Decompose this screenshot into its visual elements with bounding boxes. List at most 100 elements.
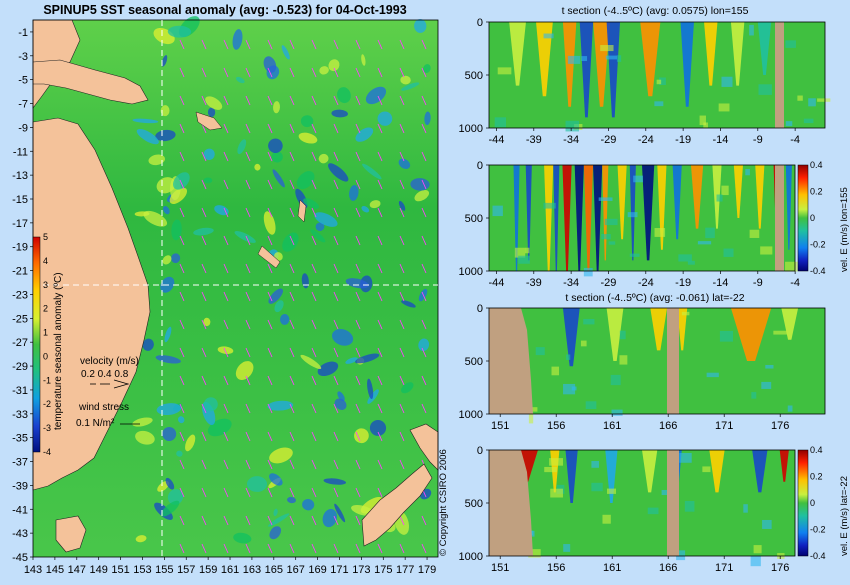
wind-arrow: [311, 375, 317, 386]
anomaly-patch: [246, 476, 268, 492]
wind-arrow: [201, 67, 207, 78]
anomaly-patch: [401, 300, 416, 308]
wind-arrow: [333, 67, 339, 78]
section-patch: [817, 98, 831, 102]
anomaly-patch: [414, 189, 430, 202]
wind-arrow: [333, 375, 339, 386]
wind-arrow: [399, 319, 405, 330]
section-patch: [758, 84, 772, 95]
panel-x-tick-label: -24: [638, 134, 654, 146]
map-x-tick-label: 175: [374, 564, 392, 576]
map-x-tick-label: 179: [418, 564, 436, 576]
wind-arrow: [355, 123, 361, 134]
map-colorbar-ticks: 5 4 3 2 1 0 -1 -2 -3 -4: [43, 232, 51, 457]
anomaly-patch: [173, 172, 190, 190]
wind-arrow: [333, 207, 339, 218]
panel2-bg: [489, 165, 795, 271]
section-patch: [525, 165, 532, 261]
section-patch: [687, 260, 695, 265]
wind-arrow: [267, 179, 273, 190]
wind-arrow: [179, 515, 185, 526]
map-colorbar-tick: 1: [43, 328, 48, 338]
wind-arrow: [223, 263, 229, 274]
map-x-ticks: 143 145 147 149 151 153 155 157 159 161 163 165 167 1…: [24, 557, 436, 576]
section-patch: [679, 452, 692, 463]
section-patch: [583, 267, 593, 277]
anomaly-patch: [315, 222, 325, 232]
map-x-tick-label: 177: [396, 564, 414, 576]
wind-arrow: [223, 179, 229, 190]
wind-arrow: [201, 235, 207, 246]
panel-y-tick-label: 500: [465, 498, 483, 510]
anomaly-patch: [400, 82, 420, 91]
section-patch: [677, 308, 688, 351]
anomaly-patch: [273, 508, 278, 516]
anomaly-patch: [171, 253, 181, 264]
section-patch: [492, 205, 503, 217]
section-patch: [703, 122, 708, 128]
section-patch: [781, 308, 799, 340]
panel3-land: [489, 308, 533, 414]
panel2-colorbar-label: vel. E (m/s) lon=155: [839, 187, 850, 272]
wind-arrow: [399, 291, 405, 302]
section-patch: [601, 234, 611, 240]
map-y-tick-label: -33: [12, 409, 28, 421]
section-patch: [600, 45, 614, 52]
wind-arrow: [223, 291, 229, 302]
map-title: SPINUP5 SST seasonal anomaly (avg: -0.52…: [43, 3, 406, 17]
copyright-text: © Copyright CSIRO 2006: [438, 449, 449, 556]
panel-x-tick-label: 166: [659, 562, 677, 574]
wind-arrow: [223, 403, 229, 414]
section-patch: [616, 55, 622, 62]
section-patch: [787, 405, 793, 412]
panel-y-tick-label: 500: [465, 70, 483, 82]
wind-arrow: [311, 123, 317, 134]
wind-arrow: [267, 403, 273, 414]
wind-arrow: [355, 67, 361, 78]
section-patch: [581, 56, 588, 62]
wind-arrow: [201, 95, 207, 106]
section-lon155-vel: -44 -39 -34 -29 -24 -19 -14 -9 -4 0 500 1000 0.4 0.2…: [459, 160, 850, 289]
panel-x-tick-label: -29: [601, 277, 617, 289]
section-patch: [730, 22, 745, 86]
section-patch: [745, 169, 750, 176]
wind-arrow: [289, 543, 295, 554]
vanuatu-islands: [297, 199, 307, 223]
wind-arrow: [311, 515, 317, 526]
wind-arrow: [399, 67, 405, 78]
wind-arrow: [289, 151, 295, 162]
wind-arrow: [311, 67, 317, 78]
panel1-patches: [494, 22, 831, 132]
wind-arrow: [179, 123, 185, 134]
map-y-tick-label: -5: [18, 75, 28, 87]
wind-arrow: [333, 151, 339, 162]
anomaly-patch: [331, 109, 348, 118]
section-patch: [659, 77, 666, 86]
map-x-tick-label: 169: [308, 564, 326, 576]
map-x-tick-label: 155: [155, 564, 173, 576]
wind-arrow: [267, 207, 273, 218]
wind-arrow: [289, 123, 295, 134]
section-patch: [654, 101, 664, 107]
wind-arrow: [311, 235, 317, 246]
map-y-tick-label: -9: [18, 122, 28, 134]
wind-arrow: [421, 95, 427, 106]
map-y-tick-label: -17: [12, 218, 28, 230]
wind-arrow: [377, 487, 383, 498]
wind-arrow: [223, 67, 229, 78]
anomaly-patch: [345, 278, 369, 289]
anomaly-patch: [423, 64, 431, 73]
panel-x-tick-label: -9: [753, 134, 763, 146]
wind-arrow: [355, 543, 361, 554]
anomaly-patch: [355, 127, 374, 142]
map-plot: -1-3-5-7-9-11-13-15-17-19-21-23-25-27-29…: [12, 16, 439, 576]
wind-arrow: [223, 95, 229, 106]
map-colorbar-tick: 0: [43, 351, 48, 361]
wind-arrow: [245, 487, 251, 498]
panel-x-tick-label: -4: [790, 134, 800, 146]
map-colorbar-tick: 2: [43, 304, 48, 314]
section-patch: [785, 261, 798, 272]
section-patch: [562, 308, 580, 367]
velocity-colorbar-tick: 0.4: [810, 160, 823, 170]
panel-x-tick-label: 151: [491, 420, 509, 432]
